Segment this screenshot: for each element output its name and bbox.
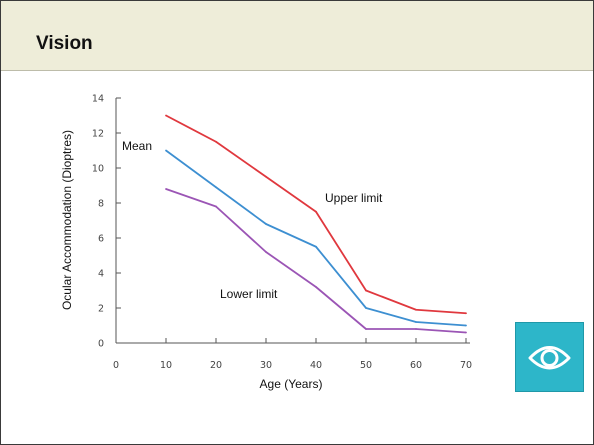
y-tick-label: 2 [98,304,104,315]
y-axis-label: Ocular Accommodation (Dioptres) [60,130,74,310]
y-tick-label: 10 [92,164,104,175]
header-bar: Vision [1,1,593,71]
data-point [315,245,317,248]
series-label-lower-limit: Lower limit [220,287,278,301]
data-point [265,251,267,253]
x-tick-label: 0 [113,360,119,371]
data-point [415,321,417,323]
series-line-upper-limit [165,114,467,315]
data-point [215,186,217,189]
data-point [465,324,467,327]
data-point [465,331,467,334]
data-point [365,307,367,309]
x-tick-label: 60 [410,360,422,371]
eye-button[interactable] [515,322,584,392]
data-point [165,188,167,190]
chart-axes: 0 2 4 6 8 10 12 14 0 10 20 30 40 50 60 70 [92,94,472,372]
data-point [415,328,417,330]
x-tick-label: 30 [260,360,272,371]
data-point [215,140,217,143]
y-tick-label: 6 [98,234,104,245]
eye-icon [528,346,571,370]
data-point [265,175,267,178]
data-point [465,312,467,315]
y-tick-label: 14 [92,94,104,105]
series-label-mean: Mean [122,139,152,153]
data-point [165,114,167,117]
x-tick-label: 40 [310,360,322,371]
data-point [365,328,367,330]
series-label-upper-limit: Upper limit [325,191,383,205]
series-line-mean [165,149,467,327]
data-point [315,210,317,213]
y-tick-label: 0 [98,339,104,350]
chart-labels: Age (Years) Ocular Accommodation (Dioptre… [60,130,383,391]
data-point [265,223,267,225]
x-tick-label: 10 [160,360,172,371]
x-tick-label: 20 [210,360,222,371]
chart-series [165,114,467,334]
x-tick-label: 50 [360,360,372,371]
data-point [215,205,217,208]
x-axis-label: Age (Years) [260,377,323,391]
page-title: Vision [36,33,93,54]
data-point [165,149,167,152]
x-tick-label: 70 [460,360,472,371]
data-point [365,289,367,292]
data-point [415,308,417,311]
data-point [315,286,317,288]
y-tick-label: 4 [98,269,104,280]
y-tick-label: 12 [92,129,104,140]
y-tick-label: 8 [98,199,104,210]
